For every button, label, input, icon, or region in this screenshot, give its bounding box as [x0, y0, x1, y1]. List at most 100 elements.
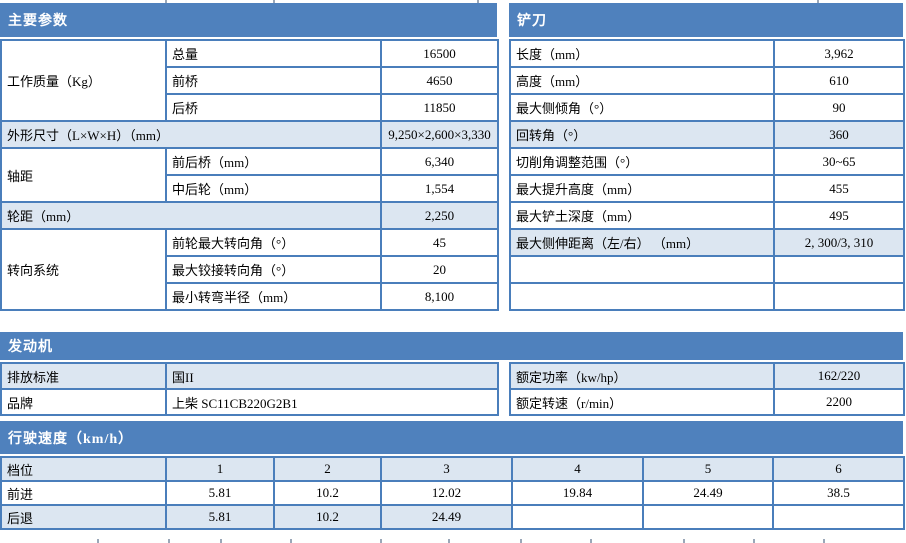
- param-label: 最大铰接转向角（°）: [165, 255, 382, 284]
- engine-left-table: 排放标准 国II 品牌 上柴 SC11CB220G2B1: [0, 362, 499, 416]
- param-label: [509, 255, 775, 284]
- section-header-blade: 铲刀: [509, 3, 903, 37]
- grid-tick: [477, 0, 479, 3]
- param-value: 30~65: [773, 147, 905, 176]
- param-group-label: 转向系统: [0, 228, 167, 311]
- table-row: 高度（mm） 610: [509, 66, 905, 95]
- param-label: 额定转速（r/min）: [509, 388, 775, 416]
- gear-number: 3: [380, 456, 513, 482]
- param-value: [773, 282, 905, 311]
- table-row: 转向系统 前轮最大转向角（°） 45: [0, 228, 499, 311]
- table-row: 最大铰接转向角（°） 20: [1, 255, 499, 284]
- grid-tick: [817, 0, 819, 3]
- param-value: 3,962: [773, 39, 905, 68]
- speed-value: 19.84: [511, 480, 644, 506]
- table-row: [509, 282, 905, 311]
- grid-tick: [380, 539, 382, 543]
- table-row: 回转角（°） 360: [509, 120, 905, 149]
- param-label: 长度（mm）: [509, 39, 775, 68]
- param-value: 610: [773, 66, 905, 95]
- forward-speed-row: 前进 5.81 10.2 12.02 19.84 24.49 38.5: [0, 480, 905, 506]
- param-value: 162/220: [773, 362, 905, 390]
- param-value: 11850: [380, 93, 499, 122]
- param-group-label: 工作质量（Kg）: [0, 39, 167, 122]
- table-row: 额定功率（kw/hp） 162/220: [509, 362, 905, 390]
- param-value: 8,100: [380, 282, 499, 311]
- grid-tick: [273, 0, 275, 3]
- gear-number: 2: [273, 456, 382, 482]
- table-row: 最小转弯半径（mm） 8,100: [1, 282, 499, 311]
- param-value: 9,250×2,600×3,330: [380, 120, 499, 149]
- grid-tick: [590, 539, 592, 543]
- table-row: 轴距 前后桥（mm） 6,340: [0, 147, 499, 203]
- param-label: 最大侧伸距离（左/右） （mm）: [509, 228, 775, 257]
- blade-table: 长度（mm） 3,962 高度（mm） 610 最大侧倾角（°） 90 回转角（…: [509, 39, 905, 311]
- table-row: 最大侧倾角（°） 90: [509, 93, 905, 122]
- param-value: 360: [773, 120, 905, 149]
- speed-header-row: 档位 1 2 3 4 5 6: [0, 456, 905, 482]
- table-row: [509, 255, 905, 284]
- param-label: 排放标准: [0, 362, 167, 390]
- table-row: 品牌 上柴 SC11CB220G2B1: [0, 388, 499, 416]
- grid-tick: [290, 539, 292, 543]
- speed-value: 10.2: [273, 504, 382, 530]
- param-label: 前轮最大转向角（°）: [165, 228, 382, 257]
- param-value: 1,554: [380, 174, 499, 203]
- param-label: 前后桥（mm）: [165, 147, 382, 176]
- table-row: 最大提升高度（mm） 455: [509, 174, 905, 203]
- param-label: [509, 282, 775, 311]
- param-value: 6,340: [380, 147, 499, 176]
- param-label: 轮距（mm）: [0, 201, 382, 230]
- main-params-table: 工作质量（Kg） 总量 16500 前桥 4650 后桥 11850 外形尺寸（…: [0, 39, 499, 311]
- section-title: 铲刀: [517, 14, 547, 29]
- section-title: 主要参数: [8, 14, 68, 29]
- gear-number: 1: [165, 456, 275, 482]
- speed-value: [511, 504, 644, 530]
- param-value: 2,250: [380, 201, 499, 230]
- param-label: 最大侧倾角（°）: [509, 93, 775, 122]
- param-value: 国II: [165, 362, 499, 390]
- table-row: 外形尺寸（L×W×H）（mm） 9,250×2,600×3,330: [0, 120, 499, 149]
- grid-tick: [165, 0, 167, 3]
- param-value: 45: [380, 228, 499, 257]
- param-label: 总量: [165, 39, 382, 68]
- speed-value: [772, 504, 905, 530]
- grid-tick: [823, 539, 825, 543]
- speed-table: 档位 1 2 3 4 5 6 前进 5.81 10.2 12.02 19.84 …: [0, 456, 905, 530]
- speed-value: 10.2: [273, 480, 382, 506]
- param-label: 品牌: [0, 388, 167, 416]
- table-row: 前桥 4650: [1, 66, 499, 95]
- param-label: 最大提升高度（mm）: [509, 174, 775, 203]
- param-label: 切削角调整范围（°）: [509, 147, 775, 176]
- param-label: 后桥: [165, 93, 382, 122]
- table-row: 切削角调整范围（°） 30~65: [509, 147, 905, 176]
- grid-tick: [168, 539, 170, 543]
- grid-tick: [97, 539, 99, 543]
- param-value: 4650: [380, 66, 499, 95]
- gear-number: 6: [772, 456, 905, 482]
- row-label: 后退: [0, 504, 167, 530]
- speed-value: 38.5: [772, 480, 905, 506]
- section-title: 发动机: [8, 340, 53, 355]
- param-value: 455: [773, 174, 905, 203]
- grid-tick: [683, 539, 685, 543]
- gear-number: 4: [511, 456, 644, 482]
- param-label: 中后轮（mm）: [165, 174, 382, 203]
- param-group-label: 轴距: [0, 147, 167, 203]
- table-row: 后桥 11850: [1, 93, 499, 122]
- grid-tick: [753, 539, 755, 543]
- section-header-speed: 行驶速度（km/h）: [0, 421, 903, 454]
- table-row: 最大铲土深度（mm） 495: [509, 201, 905, 230]
- row-label: 前进: [0, 480, 167, 506]
- speed-value: 24.49: [380, 504, 513, 530]
- table-row: 轮距（mm） 2,250: [0, 201, 499, 230]
- table-row: 长度（mm） 3,962: [509, 39, 905, 68]
- gear-label: 档位: [0, 456, 167, 482]
- speed-value: 5.81: [165, 504, 275, 530]
- speed-value: 24.49: [642, 480, 774, 506]
- param-value: 495: [773, 201, 905, 230]
- section-header-main-params: 主要参数: [0, 3, 497, 37]
- param-label: 最小转弯半径（mm）: [165, 282, 382, 311]
- table-row: 中后轮（mm） 1,554: [1, 174, 499, 203]
